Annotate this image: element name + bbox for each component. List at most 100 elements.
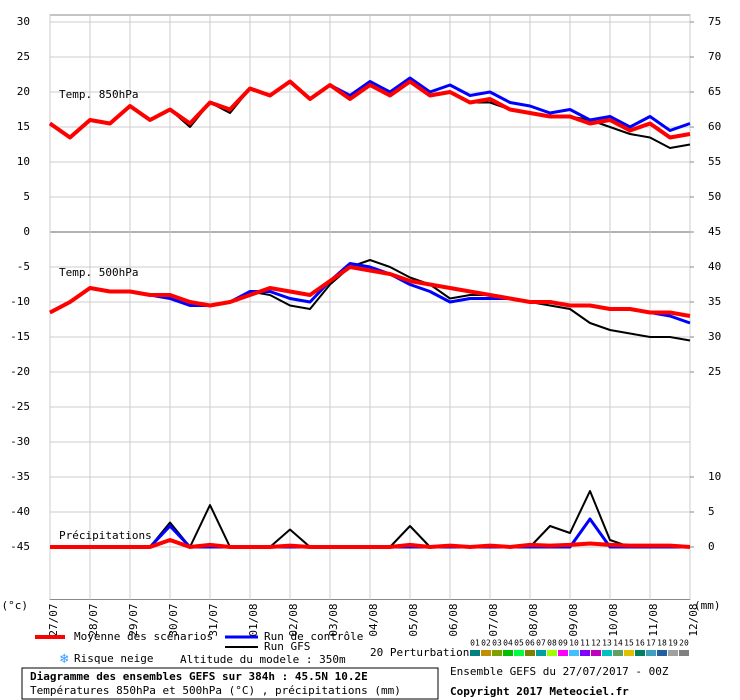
y2-tick-label: 10	[708, 470, 721, 483]
y-axis-label: (°c)	[2, 599, 29, 612]
perturbation-number: 06	[525, 639, 535, 648]
perturbation-number: 15	[624, 639, 634, 648]
perturbation-swatch	[514, 650, 524, 656]
perturbation-swatch	[525, 650, 535, 656]
y2-tick-label: 35	[708, 295, 721, 308]
perturbation-swatch	[613, 650, 623, 656]
perturbation-number: 03	[492, 639, 502, 648]
x-tick-label: 11/08	[647, 604, 660, 637]
perturbation-number: 07	[536, 639, 546, 648]
y-tick-label: -20	[10, 365, 30, 378]
perturbation-swatch	[679, 650, 689, 656]
x-tick-label: 01/08	[247, 604, 260, 637]
perturbation-number: 19	[668, 639, 678, 648]
y2-tick-label: 25	[708, 365, 721, 378]
x-tick-label: 08/08	[527, 604, 540, 637]
y2-tick-label: 65	[708, 85, 721, 98]
perturbation-number: 17	[646, 639, 656, 648]
y-tick-label: 0	[23, 225, 30, 238]
y-tick-label: -40	[10, 505, 30, 518]
perturbation-swatch	[635, 650, 645, 656]
series-line	[50, 538, 691, 549]
perturbation-number: 13	[602, 639, 612, 648]
y2-tick-label: 55	[708, 155, 721, 168]
perturbation-number: 10	[569, 639, 579, 648]
x-tick-label: 27/07	[47, 604, 60, 637]
y2-axis-label: (mm)	[694, 599, 721, 612]
perturbation-number: 05	[514, 639, 524, 648]
copyright: Copyright 2017 Meteociel.fr	[450, 685, 629, 698]
perturbation-swatch	[558, 650, 568, 656]
perturbation-swatch	[503, 650, 513, 656]
perturbation-swatch	[602, 650, 612, 656]
y2-tick-label: 70	[708, 50, 721, 63]
y-tick-label: -5	[17, 260, 30, 273]
series-line	[49, 265, 691, 318]
perturbation-number: 01	[470, 639, 480, 648]
annotation: Temp. 850hPa	[59, 88, 138, 101]
perturbation-number: 09	[558, 639, 568, 648]
y2-tick-label: 45	[708, 225, 721, 238]
x-tick-label: 05/08	[407, 604, 420, 637]
y2-tick-label: 60	[708, 120, 721, 133]
perturbation-number: 14	[613, 639, 623, 648]
x-tick-label: 07/08	[487, 604, 500, 637]
y-tick-label: 15	[17, 120, 30, 133]
x-tick-label: 04/08	[367, 604, 380, 637]
annotation: Précipitations	[59, 529, 152, 542]
perturbation-swatch	[624, 650, 634, 656]
footer-subtitle: Températures 850hPa et 500hPa (°C) , pré…	[30, 684, 401, 697]
y-tick-label: 10	[17, 155, 30, 168]
run-info: Ensemble GEFS du 27/07/2017 - 00Z	[450, 665, 669, 678]
perturbation-number: 04	[503, 639, 513, 648]
y-tick-label: -45	[10, 540, 30, 553]
perturbations-label: 20 Perturbations	[370, 646, 476, 659]
perturbation-swatch	[580, 650, 590, 656]
y-tick-label: -10	[10, 295, 30, 308]
y-tick-label: 20	[17, 85, 30, 98]
perturbation-swatch	[547, 650, 557, 656]
y-tick-label: -30	[10, 435, 30, 448]
perturbation-swatch	[569, 650, 579, 656]
legend-label: Moyenne des scénarios	[74, 630, 213, 643]
y-tick-label: -35	[10, 470, 30, 483]
perturbation-number: 11	[580, 639, 590, 648]
altitude: Altitude du modele : 350m	[180, 653, 346, 666]
y2-tick-label: 5	[708, 505, 715, 518]
perturbation-number: 20	[679, 639, 689, 648]
x-tick-label: 03/08	[327, 604, 340, 637]
snow-label: Risque neige	[74, 652, 153, 665]
perturbation-swatch	[668, 650, 678, 656]
y-tick-label: -25	[10, 400, 30, 413]
perturbation-number: 18	[657, 639, 667, 648]
footer-title: Diagramme des ensembles GEFS sur 384h : …	[30, 670, 368, 683]
y-tick-label: 30	[17, 15, 30, 28]
perturbation-number: 16	[635, 639, 645, 648]
y-tick-label: -15	[10, 330, 30, 343]
perturbation-swatch	[481, 650, 491, 656]
plot-layer	[48, 15, 691, 600]
perturbation-swatch	[646, 650, 656, 656]
perturbation-swatch	[591, 650, 601, 656]
y2-tick-label: 40	[708, 260, 721, 273]
x-tick-label: 29/07	[127, 604, 140, 637]
series-line	[48, 79, 691, 140]
perturbation-swatch	[470, 650, 480, 656]
legend-label: Run GFS	[264, 640, 310, 653]
y-tick-label: 25	[17, 50, 30, 63]
footer-box	[21, 667, 439, 700]
y2-tick-label: 50	[708, 190, 721, 203]
x-tick-label: 28/07	[87, 604, 100, 637]
perturbation-swatch	[536, 650, 546, 656]
x-tick-label: 06/08	[447, 604, 460, 637]
y2-tick-label: 75	[708, 15, 721, 28]
legend-label: Run de contrôle	[264, 630, 363, 643]
x-tick-label: 31/07	[207, 604, 220, 637]
perturbation-number: 12	[591, 639, 601, 648]
x-tick-label: 09/08	[567, 604, 580, 637]
x-tick-label: 10/08	[607, 604, 620, 637]
y2-tick-label: 0	[708, 540, 715, 553]
annotation: Temp. 500hPa	[59, 266, 138, 279]
perturbation-swatch	[492, 650, 502, 656]
